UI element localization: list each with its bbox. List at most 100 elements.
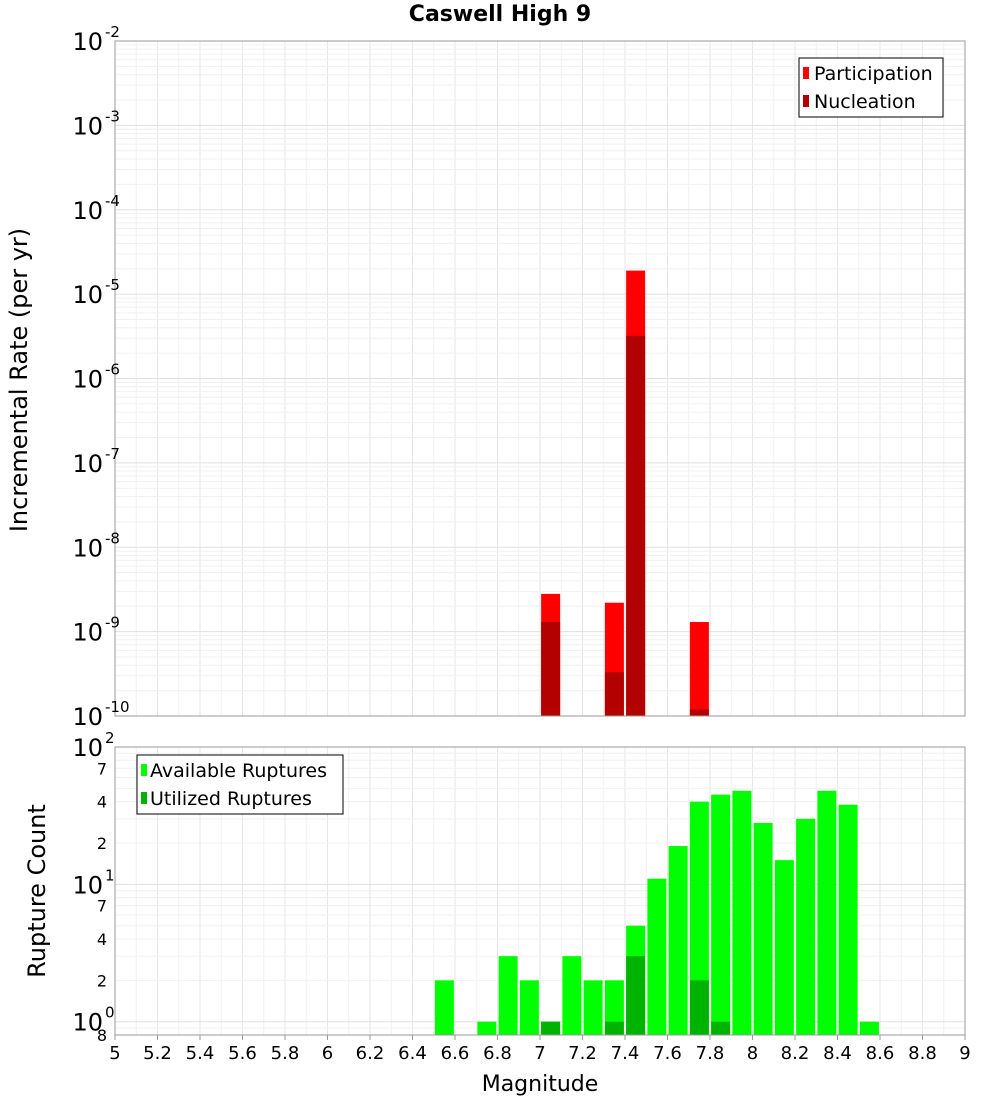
available-bar [498, 956, 518, 1035]
rate-y-tick-exponent: -10 [105, 698, 130, 716]
utilized-bar [626, 956, 646, 1035]
rate-y-tick-label: 10 -2 [72, 23, 120, 56]
rate-y-tick-exponent: -5 [105, 276, 120, 294]
utilized-bar [689, 980, 709, 1035]
rate-y-axis-label: Incremental Rate (per yr) [5, 228, 33, 532]
available-bar [859, 1021, 879, 1035]
x-tick-label: 8.8 [908, 1043, 937, 1064]
count-y-tick-label: 2 [97, 971, 107, 990]
count-y-axis-label: Rupture Count [23, 804, 51, 978]
available-legend-label: Available Ruptures [150, 760, 327, 782]
available-legend-swatch [141, 764, 147, 776]
available-bar [434, 980, 454, 1035]
x-tick-label: 8.2 [781, 1043, 810, 1064]
rate-y-tick-exponent: -2 [105, 23, 120, 41]
rate-y-tick-label: 10 -5 [72, 276, 120, 309]
rate-y-tick-base: 10 [72, 703, 103, 731]
count-legend: Available Ruptures Utilized Ruptures [136, 754, 344, 815]
rate-y-tick-base: 10 [72, 197, 103, 225]
rate-legend: Participation Nucleation [798, 57, 944, 118]
available-bar [753, 822, 773, 1035]
count-y-tick-base: 10 [72, 734, 103, 762]
rate-y-tick-base: 10 [72, 534, 103, 562]
x-tick-label: 8.4 [823, 1043, 852, 1064]
x-axis-label: Magnitude [482, 1072, 599, 1097]
rate-y-tick-base: 10 [72, 112, 103, 140]
x-tick-label: 7.8 [696, 1043, 725, 1064]
count-y-tick-label: 10 0 [72, 1004, 114, 1037]
count-y-tick-base: 10 [72, 1009, 103, 1037]
available-bar [796, 818, 816, 1035]
available-bar [604, 980, 624, 1035]
available-bar [774, 860, 794, 1035]
utilized-bar [711, 1021, 731, 1035]
rate-y-tick-base: 10 [72, 281, 103, 309]
rate-y-tick-label: 10 -9 [72, 614, 120, 647]
chart-title: Caswell High 9 [408, 2, 592, 27]
rate-y-tick-label: 10 -6 [72, 361, 120, 394]
participation-legend-swatch [803, 67, 809, 79]
x-tick-label: 6 [322, 1043, 333, 1064]
rate-y-tick-exponent: -8 [105, 529, 120, 547]
x-tick-label: 5.8 [271, 1043, 300, 1064]
nucleation-bar [604, 672, 624, 716]
count-legend-box [136, 754, 344, 815]
rate-y-tick-label: 10 -10 [72, 698, 129, 731]
rate-y-tick-label: 10 -8 [72, 529, 120, 562]
count-y-tick-label: 8 [97, 1026, 107, 1045]
rate-y-tick-exponent: -9 [105, 614, 120, 632]
rate-y-tick-base: 10 [72, 619, 103, 647]
available-bar [668, 846, 688, 1035]
x-tick-label: 9 [959, 1043, 970, 1064]
available-bar [647, 878, 667, 1035]
x-tick-label: 6.8 [483, 1043, 512, 1064]
x-tick-label: 5.6 [228, 1043, 257, 1064]
x-tick-label: 7.6 [653, 1043, 682, 1064]
available-bar [477, 1021, 497, 1035]
rate-y-tick-exponent: -7 [105, 445, 120, 463]
count-y-tick-label: 4 [97, 930, 107, 949]
count-y-tick-label: 4 [97, 793, 107, 812]
rate-y-tick-exponent: -6 [105, 361, 120, 379]
available-bar [689, 801, 709, 1035]
x-tick-label: 8 [747, 1043, 758, 1064]
participation-legend-label: Participation [814, 63, 933, 85]
nucleation-bar [689, 709, 709, 716]
utilized-bar [604, 1021, 624, 1035]
rate-y-tick-label: 10 -3 [72, 107, 120, 140]
count-y-tick-base: 10 [72, 871, 103, 899]
count-y-tick-label: 7 [97, 759, 107, 778]
count-y-tick-exponent: 2 [105, 729, 115, 747]
count-y-tick-label: 7 [97, 897, 107, 916]
x-tick-label: 6.6 [441, 1043, 470, 1064]
count-y-tick-exponent: 1 [105, 866, 115, 884]
utilized-bar [541, 1021, 561, 1035]
x-tick-label: 8.6 [866, 1043, 895, 1064]
available-bar [562, 956, 582, 1035]
nucleation-legend-swatch [803, 95, 809, 107]
rate-y-tick-base: 10 [72, 366, 103, 394]
rate-y-tick-base: 10 [72, 450, 103, 478]
available-bar [519, 980, 539, 1035]
x-tick-label: 7.2 [568, 1043, 597, 1064]
rate-y-tick-exponent: -4 [105, 192, 120, 210]
x-tick-label: 6.4 [398, 1043, 427, 1064]
count-y-tick-exponent: 0 [105, 1004, 115, 1022]
available-bar [711, 794, 731, 1035]
rate-y-tick-exponent: -3 [105, 107, 120, 125]
rate-plot-border [114, 40, 966, 717]
nucleation-legend-label: Nucleation [814, 91, 916, 113]
x-tick-label: 6.2 [356, 1043, 385, 1064]
available-bar [732, 790, 752, 1035]
available-bar [817, 790, 837, 1035]
x-tick-label: 5 [109, 1043, 120, 1064]
nucleation-bar [626, 335, 646, 716]
rate-y-tick-label: 10 -7 [72, 445, 120, 478]
x-tick-label: 7 [534, 1043, 545, 1064]
rate-y-tick-base: 10 [72, 28, 103, 56]
count-y-tick-label: 10 2 [72, 729, 114, 762]
rate-y-tick-label: 10 -4 [72, 192, 120, 225]
count-y-tick-label: 2 [97, 834, 107, 853]
utilized-legend-label: Utilized Ruptures [150, 788, 312, 810]
